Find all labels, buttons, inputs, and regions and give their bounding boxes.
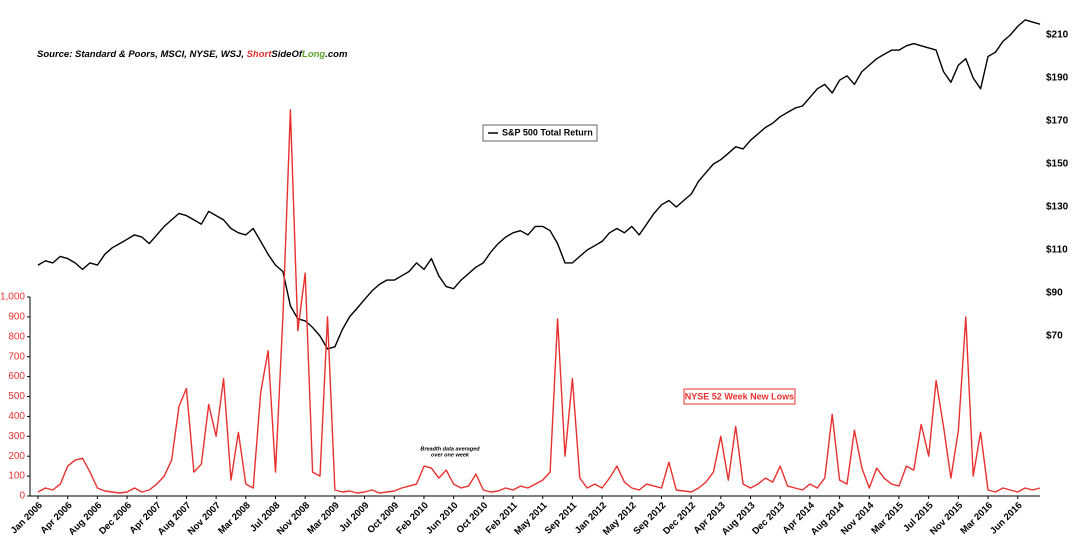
annotation: over one week <box>431 452 470 458</box>
y-tick-label: 700 <box>8 351 25 362</box>
series-line <box>37 19 1041 350</box>
x-tick-label: Jun 2010 <box>424 500 461 537</box>
y-tick-label: 1,000 <box>0 292 25 303</box>
brand: SideOf <box>271 49 302 60</box>
y-tick-label: 300 <box>8 431 25 442</box>
legend-label: NYSE 52 Week New Lows <box>685 391 794 401</box>
y2-tick-label: $190 <box>1046 73 1069 84</box>
source-text: Source: Standard & Poors, MSCI, NYSE, WS… <box>37 49 247 60</box>
brand: Short <box>247 49 273 60</box>
x-tick-label: Mar 2009 <box>305 500 342 537</box>
series-line <box>37 109 1041 494</box>
source: Source: Standard & Poors, MSCI, NYSE, WS… <box>37 49 348 60</box>
brand: Long <box>302 49 325 60</box>
x-tick-label: Mar 2008 <box>216 500 253 537</box>
y2-tick-label: $150 <box>1046 159 1069 170</box>
y-tick-label: 200 <box>8 451 25 462</box>
legend-label: S&P 500 Total Return <box>502 127 593 137</box>
brand: .com <box>325 49 348 60</box>
legend-box <box>683 388 796 405</box>
y2-tick-label: $170 <box>1046 116 1069 127</box>
x-tick-label: Nov 2007 <box>186 500 223 537</box>
x-tick-label: Dec 2012 <box>661 500 698 537</box>
y-tick-label: 900 <box>8 312 25 323</box>
annotation: Breadth data averaged <box>420 446 480 452</box>
y2-tick-label: $110 <box>1046 245 1068 256</box>
y2-tick-label: $130 <box>1046 202 1069 213</box>
x-tick-label: Dec 2006 <box>97 500 134 537</box>
y2-tick-label: $90 <box>1046 288 1063 299</box>
legend-box <box>482 124 598 142</box>
y-tick-label: 500 <box>8 391 25 402</box>
y2-tick-label: $70 <box>1046 331 1063 342</box>
x-tick-label: Nov 2008 <box>275 500 312 537</box>
y-tick-label: 0 <box>19 491 25 502</box>
y-tick-label: 600 <box>8 371 25 382</box>
x-tick-label: Mar 2015 <box>869 500 906 537</box>
y-tick-label: 100 <box>8 471 25 482</box>
y-tick-label: 800 <box>8 331 25 342</box>
y2-tick-label: $210 <box>1046 30 1069 41</box>
y-tick-label: 400 <box>8 411 25 422</box>
x-tick-label: Dec 2013 <box>750 500 787 537</box>
x-tick-label: Jun 2016 <box>988 500 1025 537</box>
